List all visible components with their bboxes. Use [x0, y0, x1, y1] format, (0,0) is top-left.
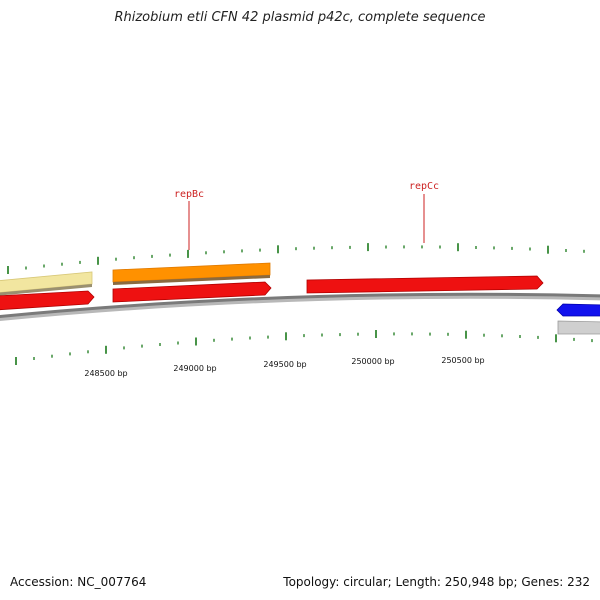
- blue-feature: [556, 303, 600, 317]
- scale-label-248500: 248500 bp: [84, 369, 127, 378]
- gene-label-repcc: repCc: [409, 181, 439, 192]
- scale-label-250000: 250000 bp: [351, 357, 394, 366]
- outer-tick-row: [7, 243, 585, 274]
- red-feature-repbc: [112, 281, 272, 303]
- gene-label-repbc: repBc: [174, 189, 204, 200]
- scale-label-250500: 250500 bp: [441, 356, 484, 365]
- accession-text: Accession: NC_007764: [10, 575, 147, 589]
- orange-feature-shadow: [113, 275, 270, 285]
- scale-label-249500: 249500 bp: [263, 360, 306, 369]
- inner-tick-row: [15, 330, 593, 365]
- yellow-feature-shadow: [0, 284, 92, 296]
- backbone-arc: [0, 292, 600, 319]
- scale-label-249000: 249000 bp: [173, 364, 216, 373]
- red-feature-repcc: [306, 275, 544, 294]
- backbone-shadow: [0, 293, 600, 322]
- map-title: Rhizobium etli CFN 42 plasmid p42c, comp…: [114, 10, 486, 25]
- red-feature-left: [0, 290, 95, 311]
- genome-summary-text: Topology: circular; Length: 250,948 bp; …: [283, 575, 590, 589]
- gray-feature: [557, 320, 600, 335]
